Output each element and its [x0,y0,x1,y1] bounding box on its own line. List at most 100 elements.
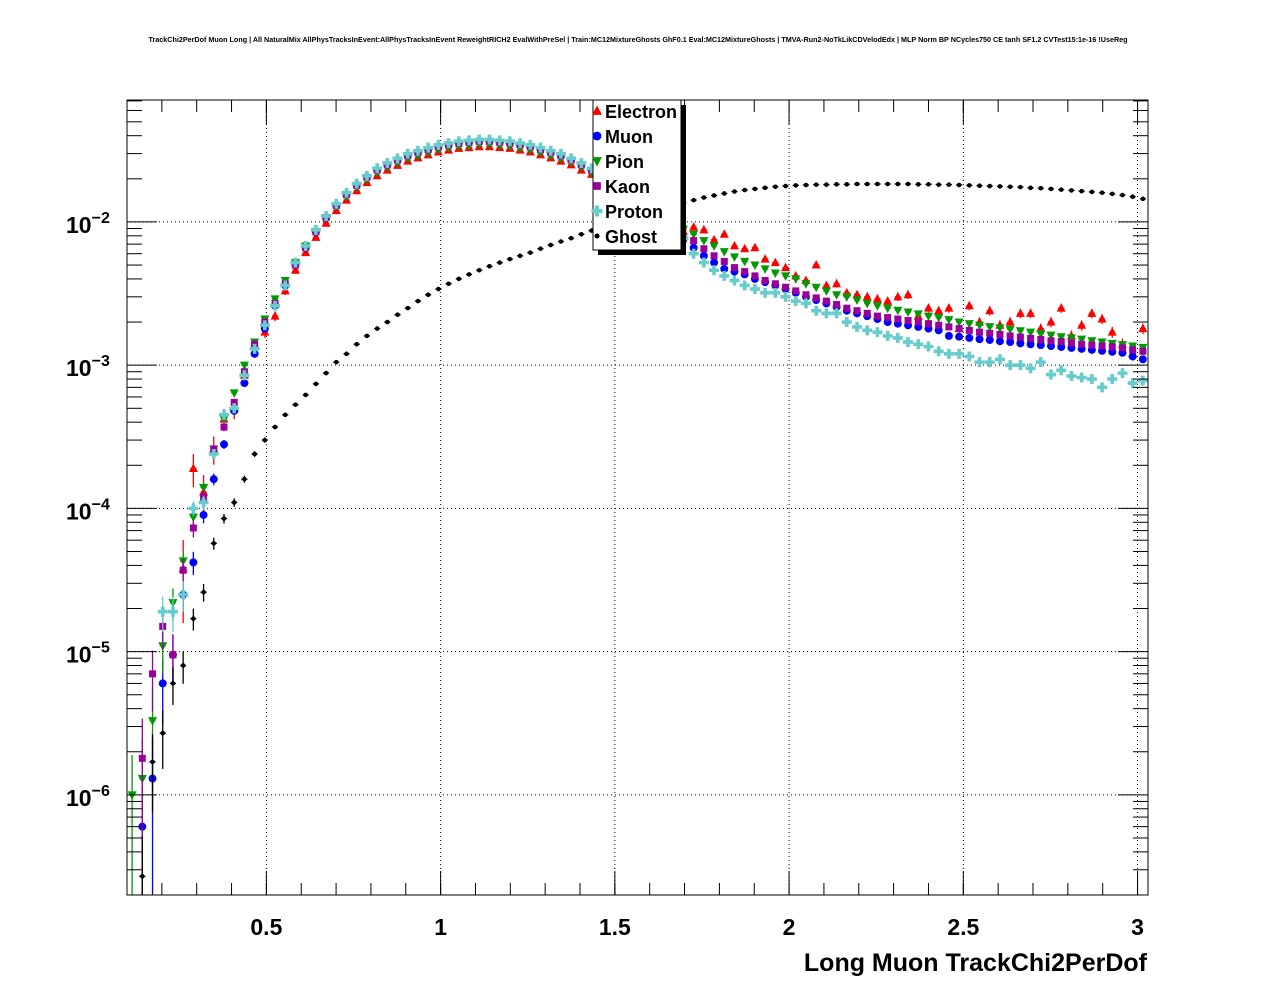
data-point-muon [1006,338,1015,347]
data-point-proton [1025,363,1036,374]
data-point-kaon [955,325,963,333]
data-point-proton [852,321,863,332]
data-point-electron [1087,308,1097,317]
data-point-pion [199,483,209,493]
data-point-proton [1046,369,1057,380]
data-point-pion [934,314,944,323]
data-point-pion [127,791,137,800]
data-point-proton [504,136,515,147]
data-point-ghost [834,182,839,187]
data-point-kaon [741,268,749,276]
data-point-kaon [710,252,718,260]
data-point-ghost [1140,196,1146,202]
data-point-proton [392,153,403,164]
data-point-proton [913,339,924,350]
data-point-ghost [456,276,462,282]
data-point-proton [749,284,760,295]
data-point-pion [1015,327,1025,336]
data-point-pion [1066,334,1076,343]
data-point-muon [199,510,208,519]
x-tick-label: 1 [434,914,447,940]
data-point-proton [300,240,311,251]
data-point-ghost [701,195,707,200]
data-point-electron [832,278,842,288]
data-point-kaon [1108,343,1116,351]
data-point-proton [923,341,934,352]
y-tick-exponent: −5 [92,640,110,657]
data-point-ghost [762,185,768,191]
data-point-electron [689,222,699,231]
data-point-pion [995,324,1005,333]
data-point-electron [1107,327,1117,336]
data-point-pion [964,320,974,329]
data-point-ghost [885,181,890,187]
data-point-ghost [221,516,227,521]
data-point-electron [729,240,739,250]
data-point-pion [148,717,158,726]
data-point-ghost [334,359,339,365]
data-point-kaon [945,323,953,331]
data-point-pion [791,275,801,284]
data-point-electron [811,260,821,269]
data-point-pion [872,302,882,311]
data-point-ghost [170,681,176,686]
legend-box [592,99,682,251]
data-point-ghost [926,182,931,187]
data-point-ghost [997,184,1003,189]
data-point-pion [719,248,729,257]
data-point-pion [923,312,933,322]
y-tick-label: 10−3 [66,353,110,381]
data-point-electron [872,293,882,303]
data-point-electron [821,280,831,289]
data-point-ghost [364,333,370,339]
data-point-proton [688,248,699,259]
legend-marker-muon [592,131,602,141]
data-point-proton [770,287,781,298]
data-point-pion [729,253,739,262]
data-point-ghost [1089,189,1095,195]
data-point-proton [280,280,291,291]
data-point-muon [689,243,698,252]
data-point-ghost [1130,194,1135,200]
data-point-proton [239,370,250,381]
data-point-proton [760,287,771,298]
data-point-proton [259,320,270,331]
data-point-ghost [1007,184,1013,190]
data-point-proton [372,163,383,174]
y-tick-label: 10−2 [66,210,110,238]
data-point-ghost [793,183,799,188]
data-point-kaon [149,670,157,678]
data-point-proton [576,157,587,168]
data-point-kaon [802,291,810,299]
y-tick-base: 10 [66,642,92,668]
data-point-ghost [773,184,778,190]
data-point-ghost [293,402,298,407]
data-point-electron [1005,317,1015,326]
data-point-muon [240,379,249,388]
data-point-ghost [1120,192,1125,198]
data-point-kaon [812,294,820,302]
data-point-electron [944,303,954,312]
data-point-muon [189,558,198,567]
data-point-pion [699,237,709,246]
data-point-ghost [1058,187,1064,192]
data-point-kaon [179,566,187,574]
data-point-electron [740,243,750,253]
data-point-kaon [1118,344,1126,352]
data-point-ghost [936,182,941,187]
data-point-ghost [875,181,880,187]
data-point-proton [555,148,566,159]
data-point-proton [198,497,209,508]
data-point-ghost [354,341,360,347]
data-point-kaon [1057,338,1065,346]
data-point-muon [158,679,167,688]
data-point-pion [903,308,913,318]
x-tick-label: 2.5 [947,914,979,940]
data-point-proton [800,298,811,309]
data-point-pion [740,257,750,267]
data-point-pion [954,318,964,328]
data-point-kaon [690,237,698,245]
data-point-pion [975,321,985,331]
y-tick-exponent: −6 [92,783,110,800]
data-point-proton [719,270,730,281]
